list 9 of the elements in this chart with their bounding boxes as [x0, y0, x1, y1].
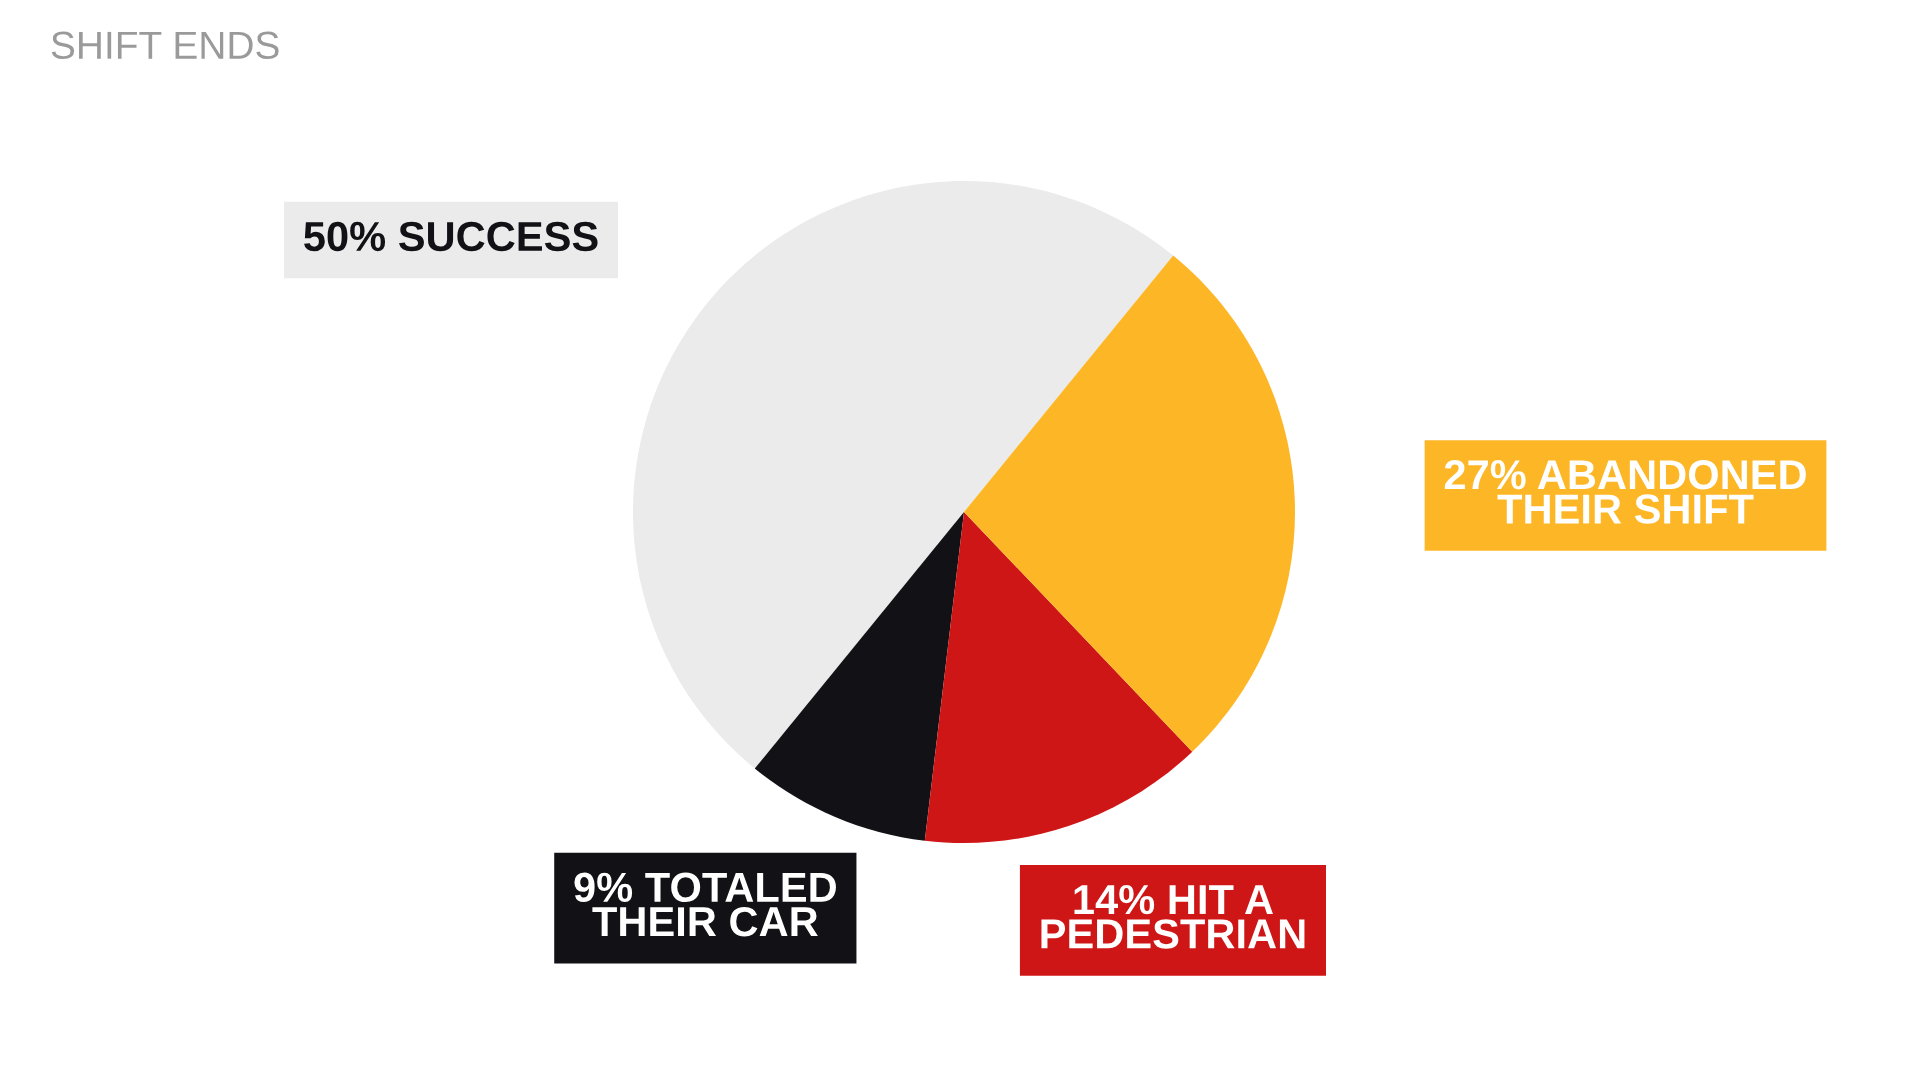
pie-slice — [964, 255, 1295, 752]
pie-slice — [754, 512, 964, 841]
pie-slice — [924, 512, 1193, 843]
slice-label: 27% ABANDONED THEIR SHIFT — [1444, 460, 1806, 524]
slice-label: 50% SUCCESS — [304, 221, 598, 252]
slice-label: 14% HIT A PEDESTRIAN — [1041, 884, 1305, 949]
pie-slice — [633, 181, 1174, 769]
chart-title: SHIFT ENDS — [51, 31, 279, 60]
slice-label: 9% TOTALED THEIR CAR — [574, 872, 836, 937]
